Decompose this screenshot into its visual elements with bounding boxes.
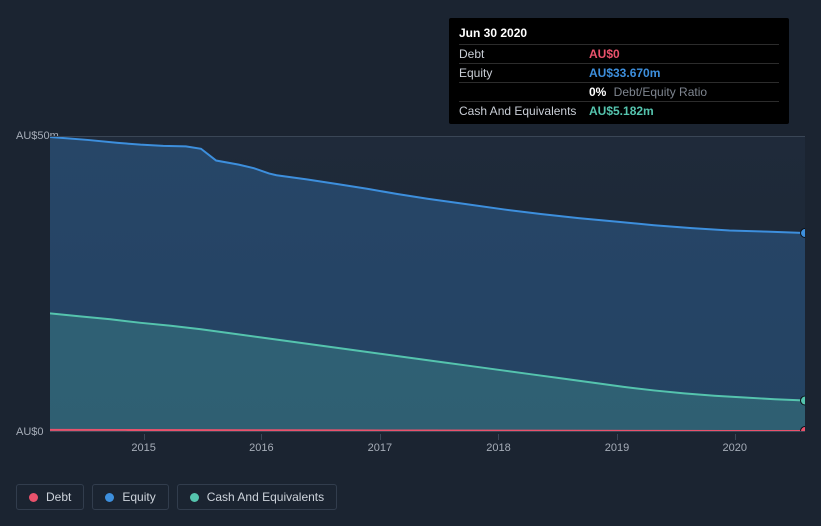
legend-item-debt[interactable]: Debt <box>16 484 84 510</box>
legend-swatch <box>190 493 199 502</box>
x-tick <box>144 434 145 440</box>
tooltip-row-label <box>459 85 589 99</box>
x-tick <box>380 434 381 440</box>
x-tick <box>735 434 736 440</box>
chart-legend: Debt Equity Cash And Equivalents <box>16 484 337 510</box>
x-axis-label: 2016 <box>249 442 273 454</box>
legend-swatch <box>29 493 38 502</box>
x-axis-label: 2019 <box>605 442 629 454</box>
tooltip-date: Jun 30 2020 <box>459 24 779 44</box>
legend-label: Equity <box>122 490 155 504</box>
tooltip-row: EquityAU$33.670m <box>459 63 779 82</box>
x-tick <box>617 434 618 440</box>
cash-end-marker <box>801 396 806 405</box>
tooltip-row: DebtAU$0 <box>459 44 779 63</box>
tooltip-row-value: AU$33.670m <box>589 66 660 80</box>
plot-area[interactable] <box>50 136 805 432</box>
legend-item-equity[interactable]: Equity <box>92 484 168 510</box>
legend-label: Cash And Equivalents <box>207 490 324 504</box>
tooltip-row-label: Cash And Equivalents <box>459 104 589 118</box>
tooltip-row-suffix: Debt/Equity Ratio <box>610 85 707 99</box>
y-axis-min-label: AU$0 <box>16 426 44 438</box>
financials-chart: Jun 30 2020 DebtAU$0EquityAU$33.670m0% D… <box>16 0 805 510</box>
x-axis-label: 2015 <box>131 442 155 454</box>
x-axis-label: 2018 <box>486 442 510 454</box>
x-axis-label: 2020 <box>723 442 747 454</box>
debt-line <box>50 430 805 431</box>
legend-swatch <box>105 493 114 502</box>
legend-item-cash[interactable]: Cash And Equivalents <box>177 484 337 510</box>
chart-tooltip: Jun 30 2020 DebtAU$0EquityAU$33.670m0% D… <box>449 18 789 124</box>
tooltip-row-label: Equity <box>459 66 589 80</box>
tooltip-row-value: AU$5.182m <box>589 104 654 118</box>
legend-label: Debt <box>46 490 71 504</box>
tooltip-row: Cash And EquivalentsAU$5.182m <box>459 101 779 120</box>
x-tick <box>261 434 262 440</box>
x-axis-label: 2017 <box>368 442 392 454</box>
x-tick <box>498 434 499 440</box>
x-axis: 2015 2016 2017 2018 2019 2020 <box>50 434 805 474</box>
tooltip-row-value: 0% Debt/Equity Ratio <box>589 85 707 99</box>
tooltip-row-label: Debt <box>459 47 589 61</box>
tooltip-row-value: AU$0 <box>589 47 620 61</box>
equity-end-marker <box>801 229 806 238</box>
tooltip-row: 0% Debt/Equity Ratio <box>459 82 779 101</box>
